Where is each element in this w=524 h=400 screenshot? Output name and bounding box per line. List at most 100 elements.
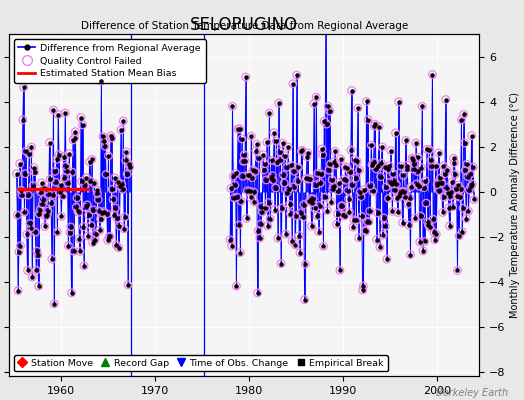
Point [67,224,75,230]
Point [370,123,378,129]
Point [59,192,67,199]
Point [79,224,88,230]
Point [16,160,24,167]
Point [421,178,430,184]
Point [342,177,351,184]
Point [404,201,412,208]
Point [275,100,283,106]
Point [50,301,59,307]
Point [371,121,379,128]
Point [93,190,102,197]
Point [38,180,46,186]
Point [257,204,266,210]
Point [350,217,358,223]
Point [354,105,362,111]
Point [264,199,272,206]
Point [352,217,361,224]
Point [117,181,126,188]
Point [278,205,286,211]
Point [319,243,328,250]
Point [465,187,474,193]
Point [331,148,340,154]
Point [59,192,67,199]
Point [300,201,308,208]
Point [308,199,316,206]
Point [347,87,356,94]
Point [366,182,375,189]
Point [408,155,416,161]
Point [399,172,408,178]
Point [81,182,89,188]
Point [380,164,389,170]
Point [243,188,252,194]
Point [271,185,280,191]
Point [231,182,239,188]
Point [426,224,434,230]
Point [446,193,455,200]
Point [457,116,466,123]
Point [81,204,90,210]
Point [437,179,445,186]
Point [307,196,315,202]
Point [445,205,453,211]
Point [242,74,250,80]
Point [286,210,294,217]
Point [69,137,77,143]
Point [246,188,254,194]
Point [306,176,314,182]
Point [266,216,274,222]
Point [117,127,125,133]
Point [268,172,277,179]
Point [311,182,320,188]
Point [63,179,72,186]
Point [447,189,455,196]
Point [254,290,262,296]
Point [407,184,416,190]
Point [303,150,312,156]
Point [439,162,447,169]
Point [423,219,432,225]
Point [112,242,121,248]
Point [357,193,365,200]
Point [398,220,407,226]
Point [298,147,307,154]
Point [275,100,283,106]
Point [35,283,43,289]
Point [404,201,412,208]
Point [386,179,394,185]
Point [226,236,234,243]
Point [428,163,436,169]
Point [71,128,80,135]
Point [430,229,438,236]
Point [32,267,40,274]
Point [83,202,91,208]
Point [100,138,108,145]
Point [294,164,302,170]
Point [85,158,94,165]
Point [445,205,453,211]
Point [416,239,424,245]
Point [367,142,375,148]
Point [20,209,29,215]
Point [368,162,376,168]
Point [264,223,272,229]
Point [64,242,72,249]
Point [330,158,339,165]
Point [270,206,279,213]
Point [34,252,42,258]
Point [121,214,129,220]
Point [384,195,392,202]
Point [267,157,276,164]
Point [376,244,384,250]
Point [267,175,275,182]
Point [311,205,319,212]
Point [467,183,475,190]
Point [284,144,292,150]
Point [113,215,121,221]
Point [241,158,249,164]
Point [238,173,247,180]
Point [87,222,95,229]
Point [347,147,355,153]
Point [260,167,268,173]
Point [241,158,249,164]
